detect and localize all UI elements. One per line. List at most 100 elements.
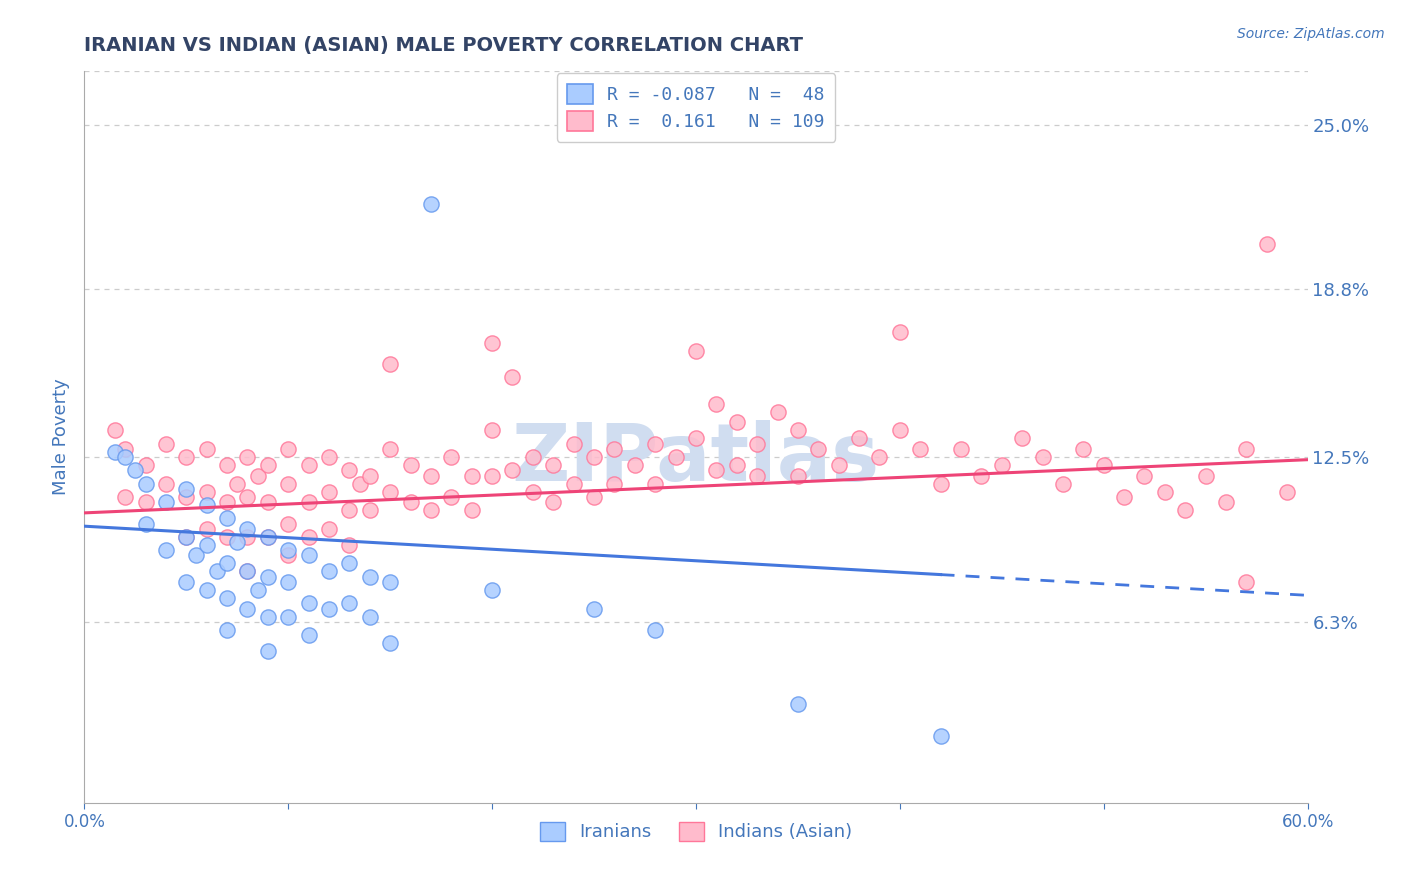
Point bbox=[298, 495, 321, 509]
Point bbox=[217, 591, 239, 605]
Point bbox=[135, 476, 157, 491]
Point bbox=[339, 503, 361, 517]
Point bbox=[195, 498, 218, 512]
Point bbox=[562, 476, 585, 491]
Point bbox=[1236, 442, 1258, 456]
Y-axis label: Male Poverty: Male Poverty bbox=[52, 379, 70, 495]
Point bbox=[481, 424, 503, 438]
Point bbox=[725, 458, 748, 472]
Point bbox=[217, 458, 239, 472]
Point bbox=[318, 565, 340, 579]
Point bbox=[991, 458, 1014, 472]
Point bbox=[174, 530, 197, 544]
Point bbox=[124, 463, 146, 477]
Text: IRANIAN VS INDIAN (ASIAN) MALE POVERTY CORRELATION CHART: IRANIAN VS INDIAN (ASIAN) MALE POVERTY C… bbox=[84, 36, 803, 54]
Point bbox=[104, 444, 127, 458]
Point bbox=[929, 729, 952, 743]
Point bbox=[195, 522, 218, 536]
Point bbox=[359, 609, 381, 624]
Point bbox=[359, 570, 381, 584]
Point bbox=[461, 468, 484, 483]
Point bbox=[481, 582, 503, 597]
Point bbox=[114, 490, 136, 504]
Point bbox=[174, 530, 197, 544]
Point bbox=[174, 490, 197, 504]
Point bbox=[1011, 431, 1033, 445]
Point bbox=[420, 468, 443, 483]
Point bbox=[543, 458, 565, 472]
Point bbox=[787, 468, 810, 483]
Point bbox=[155, 543, 177, 558]
Point bbox=[217, 557, 239, 571]
Point bbox=[583, 601, 606, 615]
Point bbox=[747, 468, 769, 483]
Point bbox=[174, 482, 197, 496]
Point bbox=[644, 623, 666, 637]
Point bbox=[747, 436, 769, 450]
Point bbox=[399, 495, 422, 509]
Point bbox=[318, 450, 340, 464]
Point bbox=[277, 609, 299, 624]
Point bbox=[257, 530, 280, 544]
Point bbox=[1277, 484, 1299, 499]
Point bbox=[1114, 490, 1136, 504]
Point bbox=[970, 468, 993, 483]
Point bbox=[420, 503, 443, 517]
Legend: Iranians, Indians (Asian): Iranians, Indians (Asian) bbox=[533, 814, 859, 848]
Point bbox=[298, 549, 321, 563]
Point bbox=[104, 424, 127, 438]
Point bbox=[766, 405, 789, 419]
Point bbox=[929, 476, 952, 491]
Point bbox=[848, 431, 870, 445]
Point bbox=[257, 530, 280, 544]
Point bbox=[277, 442, 299, 456]
Point bbox=[298, 596, 321, 610]
Point bbox=[236, 522, 259, 536]
Point bbox=[339, 557, 361, 571]
Point bbox=[257, 495, 280, 509]
Point bbox=[135, 495, 157, 509]
Point bbox=[135, 516, 157, 531]
Point bbox=[380, 636, 402, 650]
Point bbox=[787, 698, 810, 712]
Point bbox=[380, 484, 402, 499]
Point bbox=[135, 458, 157, 472]
Point bbox=[318, 522, 340, 536]
Point bbox=[277, 549, 299, 563]
Point bbox=[257, 644, 280, 658]
Point bbox=[298, 628, 321, 642]
Point bbox=[236, 450, 259, 464]
Point bbox=[339, 596, 361, 610]
Point bbox=[226, 476, 249, 491]
Point bbox=[246, 468, 269, 483]
Point bbox=[1032, 450, 1054, 464]
Point bbox=[583, 490, 606, 504]
Text: ZIPatlas: ZIPatlas bbox=[512, 420, 880, 498]
Point bbox=[440, 490, 463, 504]
Point bbox=[522, 484, 544, 499]
Point bbox=[807, 442, 830, 456]
Point bbox=[522, 450, 544, 464]
Point bbox=[217, 623, 239, 637]
Point bbox=[257, 609, 280, 624]
Point bbox=[155, 495, 177, 509]
Point bbox=[889, 424, 911, 438]
Point bbox=[440, 450, 463, 464]
Point bbox=[298, 458, 321, 472]
Point bbox=[236, 565, 259, 579]
Point bbox=[155, 476, 177, 491]
Point bbox=[644, 436, 666, 450]
Point bbox=[1052, 476, 1074, 491]
Point bbox=[339, 463, 361, 477]
Point bbox=[195, 582, 218, 597]
Point bbox=[236, 601, 259, 615]
Point bbox=[481, 468, 503, 483]
Point bbox=[1215, 495, 1237, 509]
Point bbox=[217, 530, 239, 544]
Point bbox=[195, 484, 218, 499]
Point bbox=[1092, 458, 1115, 472]
Point bbox=[665, 450, 688, 464]
Point bbox=[461, 503, 484, 517]
Point bbox=[1195, 468, 1218, 483]
Point bbox=[155, 436, 177, 450]
